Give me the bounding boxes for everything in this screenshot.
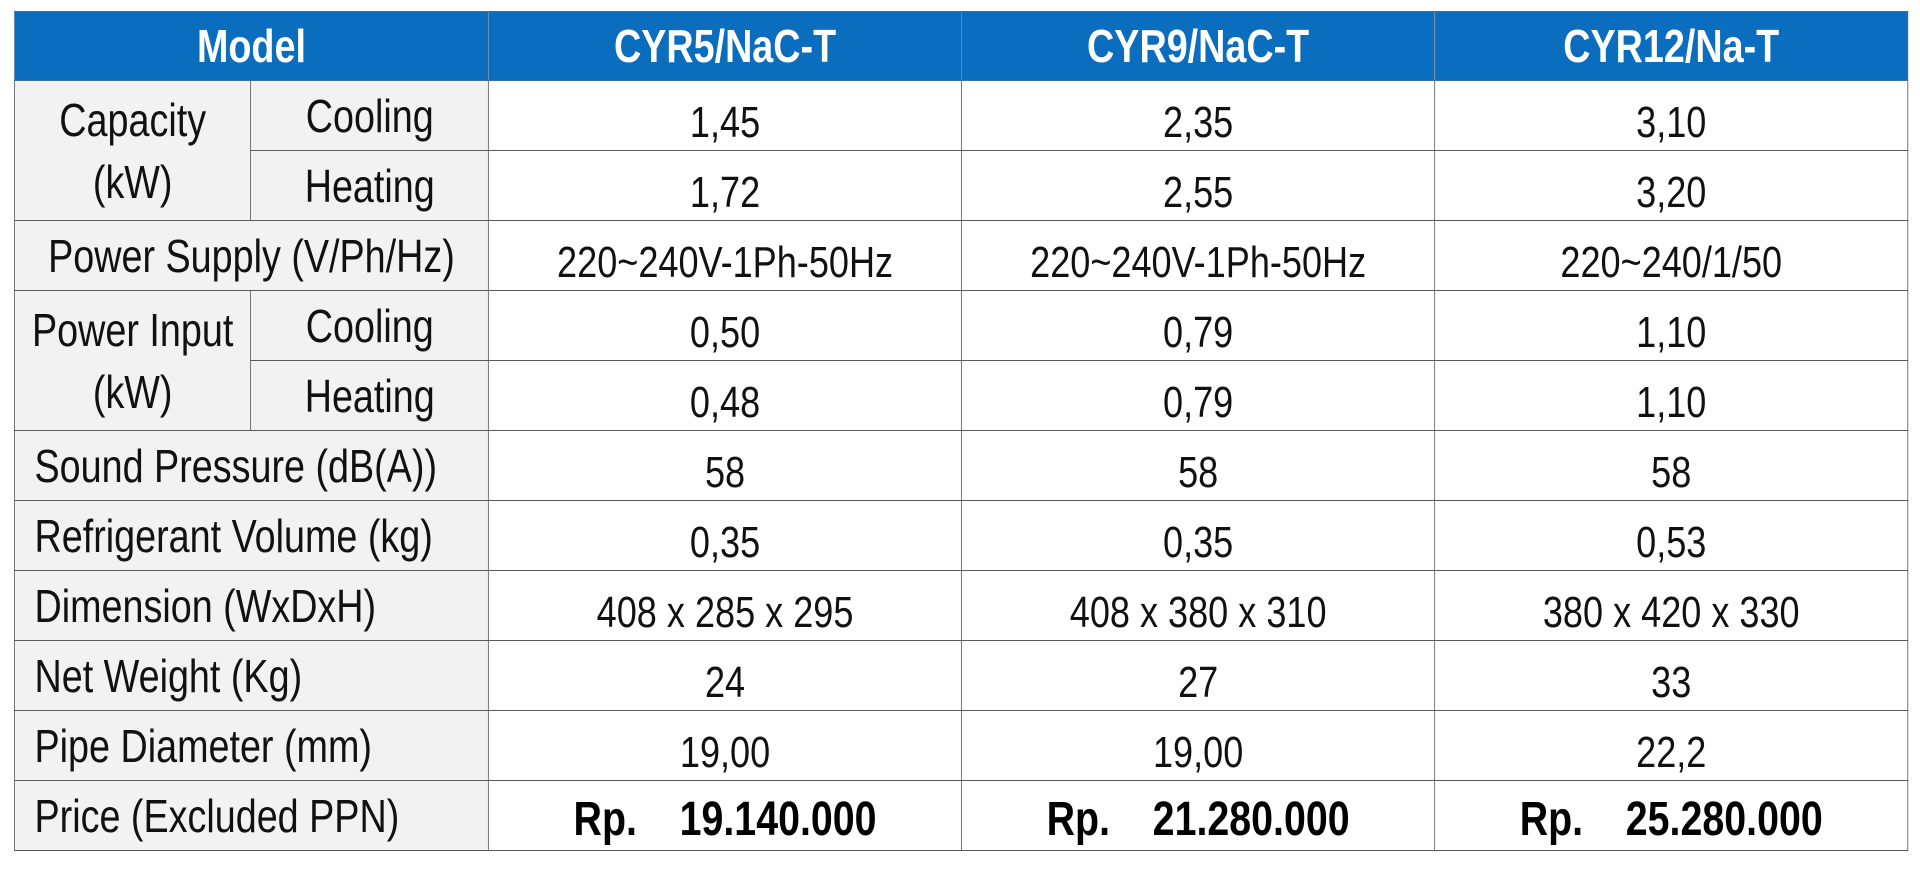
power-input-heating-value-3: 1,10 xyxy=(1434,360,1909,431)
power-supply-label: Power Supply (V/Ph/Hz) xyxy=(13,220,489,291)
refrigerant-volume-row: Refrigerant Volume (kg) 0,35 0,35 0,53 xyxy=(13,500,1909,571)
capacity-heating-value-3: 3,20 xyxy=(1434,150,1909,221)
model-header-2: CYR9/NaC-T xyxy=(961,11,1436,81)
price-currency-1: Rp. xyxy=(573,793,637,846)
power-input-heating-row: Heating 0,48 0,79 1,10 xyxy=(14,360,1909,431)
power-input-heating-label: Heating xyxy=(250,360,489,431)
power-input-cooling-row: Power Input (kW) Cooling 0,50 0,79 1,10 xyxy=(13,290,1909,431)
power-input-cooling-value-3: 1,10 xyxy=(1434,290,1909,361)
sound-pressure-label: Sound Pressure (dB(A)) xyxy=(13,430,489,501)
header-row: Model CYR5/NaC-T CYR9/NaC-T CYR12/Na-T xyxy=(13,11,1909,81)
dimension-value-3: 380 x 420 x 330 xyxy=(1434,570,1909,641)
net-weight-value-3: 33 xyxy=(1434,640,1909,711)
sound-pressure-value-2: 58 xyxy=(961,430,1436,501)
price-value-3: Rp. 25.280.000 xyxy=(1434,780,1909,851)
pipe-diameter-value-1: 19,00 xyxy=(488,710,963,781)
price-value-1: Rp. 19.140.000 xyxy=(488,780,963,851)
capacity-heating-value-2: 2,55 xyxy=(961,150,1436,221)
capacity-heating-value-1: 1,72 xyxy=(488,150,963,221)
pipe-diameter-label: Pipe Diameter (mm) xyxy=(13,710,489,781)
net-weight-row: Net Weight (Kg) 24 27 33 xyxy=(13,640,1909,711)
capacity-label: Capacity (kW) xyxy=(13,80,252,221)
model-header-1: CYR5/NaC-T xyxy=(488,11,963,81)
price-value-2: Rp. 21.280.000 xyxy=(961,780,1436,851)
net-weight-value-1: 24 xyxy=(488,640,963,711)
pipe-diameter-row: Pipe Diameter (mm) 19,00 19,00 22,2 xyxy=(13,710,1909,781)
dimension-label: Dimension (WxDxH) xyxy=(13,570,489,641)
power-supply-row: Power Supply (V/Ph/Hz) 220~240V-1Ph-50Hz… xyxy=(13,220,1909,291)
sound-pressure-value-1: 58 xyxy=(488,430,963,501)
capacity-cooling-label: Cooling xyxy=(250,80,489,151)
dimension-row: Dimension (WxDxH) 408 x 285 x 295 408 x … xyxy=(13,570,1909,641)
price-row: Price (Excluded PPN) Rp. 19.140.000 Rp. 21… xyxy=(13,780,1909,851)
price-currency-3: Rp. xyxy=(1519,793,1584,846)
price-currency-2: Rp. xyxy=(1046,793,1111,846)
model-header: Model xyxy=(13,11,489,81)
price-label: Price (Excluded PPN) xyxy=(13,780,489,851)
power-input-cooling-label: Cooling xyxy=(250,290,489,361)
net-weight-value-2: 27 xyxy=(961,640,1436,711)
price-amount-1: 19.140.000 xyxy=(679,793,877,846)
dimension-value-1: 408 x 285 x 295 xyxy=(488,570,963,641)
capacity-cooling-row: Capacity (kW) Cooling 1,45 2,35 3,10 xyxy=(13,80,1909,221)
capacity-cooling-value-3: 3,10 xyxy=(1434,80,1909,151)
capacity-heating-row: Heating 1,72 2,55 3,20 xyxy=(14,150,1909,221)
refrigerant-volume-label: Refrigerant Volume (kg) xyxy=(13,500,489,571)
spec-table: Model CYR5/NaC-T CYR9/NaC-T CYR12/Na-T C… xyxy=(13,11,1909,851)
power-input-heating-value-1: 0,48 xyxy=(488,360,963,431)
net-weight-label: Net Weight (Kg) xyxy=(13,640,489,711)
model-header-3: CYR12/Na-T xyxy=(1434,11,1909,81)
capacity-cooling-value-2: 2,35 xyxy=(961,80,1436,151)
power-input-heating-value-2: 0,79 xyxy=(961,360,1436,431)
power-input-cooling-value-1: 0,50 xyxy=(488,290,963,361)
price-amount-3: 25.280.000 xyxy=(1625,793,1823,846)
pipe-diameter-value-2: 19,00 xyxy=(961,710,1436,781)
capacity-heating-label: Heating xyxy=(250,150,489,221)
power-supply-value-1: 220~240V-1Ph-50Hz xyxy=(488,220,963,291)
capacity-cooling-value-1: 1,45 xyxy=(488,80,963,151)
pipe-diameter-value-3: 22,2 xyxy=(1434,710,1909,781)
power-input-label: Power Input (kW) xyxy=(13,290,252,431)
refrigerant-volume-value-1: 0,35 xyxy=(488,500,963,571)
dimension-value-2: 408 x 380 x 310 xyxy=(961,570,1436,641)
refrigerant-volume-value-3: 0,53 xyxy=(1434,500,1909,571)
power-supply-value-3: 220~240/1/50 xyxy=(1434,220,1909,291)
power-supply-value-2: 220~240V-1Ph-50Hz xyxy=(961,220,1436,291)
price-amount-2: 21.280.000 xyxy=(1152,793,1350,846)
sound-pressure-value-3: 58 xyxy=(1434,430,1909,501)
sound-pressure-row: Sound Pressure (dB(A)) 58 58 58 xyxy=(13,430,1909,501)
power-input-cooling-value-2: 0,79 xyxy=(961,290,1436,361)
refrigerant-volume-value-2: 0,35 xyxy=(961,500,1436,571)
